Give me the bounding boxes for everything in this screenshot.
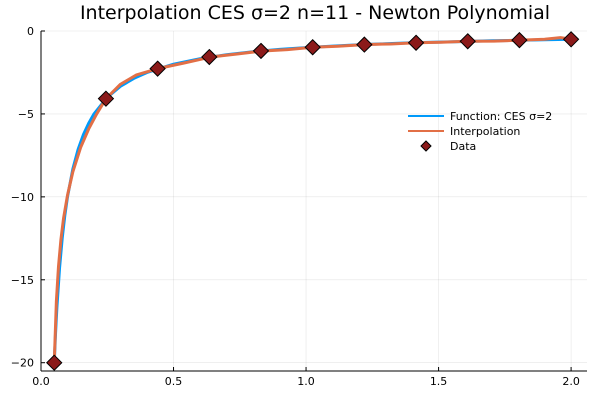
y-tick-label: 0 <box>27 25 34 38</box>
y-tick-label: −10 <box>11 191 34 204</box>
legend-label: Function: CES σ=2 <box>450 110 552 123</box>
data-point <box>149 60 166 77</box>
x-tick-label: 1.0 <box>297 375 315 388</box>
legend-swatch-marker <box>420 140 432 152</box>
axes <box>40 31 587 372</box>
legend: Function: CES σ=2 Interpolation Data <box>408 110 552 153</box>
y-tick-label: −5 <box>18 108 34 121</box>
data-point <box>304 39 321 56</box>
data-point <box>459 33 476 50</box>
data-point <box>562 31 580 48</box>
y-tick-label: −15 <box>11 274 34 287</box>
data-point <box>511 31 528 49</box>
data-point <box>252 42 270 60</box>
y-ticks: 0 −5 −10 −15 −20 <box>11 25 45 370</box>
series-layer <box>46 31 580 371</box>
data-point <box>356 36 373 53</box>
data-point <box>201 48 218 66</box>
y-tick-label: −20 <box>11 357 34 370</box>
x-tick-label: 0.0 <box>32 375 50 388</box>
data-points <box>46 31 580 371</box>
x-tick-label: 2.0 <box>562 375 580 388</box>
data-point <box>46 354 63 371</box>
legend-label: Interpolation <box>450 125 520 138</box>
data-point <box>97 90 115 107</box>
legend-label: Data <box>450 140 476 153</box>
x-tick-label: 1.5 <box>430 375 448 388</box>
x-ticks: 0.0 0.5 1.0 1.5 2.0 <box>32 367 580 388</box>
x-tick-label: 0.5 <box>165 375 183 388</box>
data-point <box>407 34 425 51</box>
chart-title: Interpolation CES σ=2 n=11 - Newton Poly… <box>80 2 550 24</box>
grid-layer <box>40 30 587 371</box>
